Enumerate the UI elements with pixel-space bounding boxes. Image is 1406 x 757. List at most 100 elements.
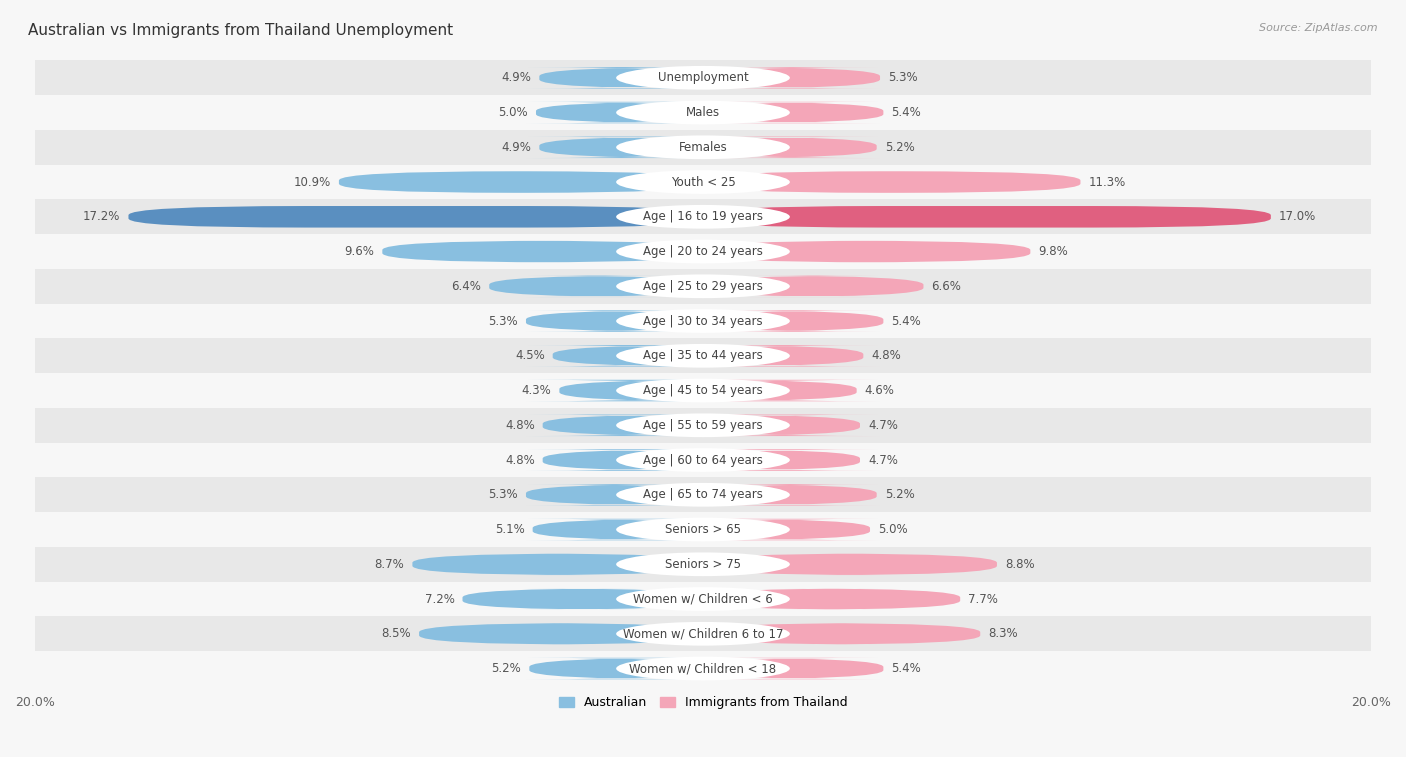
FancyBboxPatch shape xyxy=(526,310,703,332)
FancyBboxPatch shape xyxy=(703,101,883,123)
Bar xyxy=(35,443,1371,478)
Text: 7.7%: 7.7% xyxy=(969,593,998,606)
Text: 4.5%: 4.5% xyxy=(515,349,544,363)
Text: 8.8%: 8.8% xyxy=(1005,558,1035,571)
Text: 5.4%: 5.4% xyxy=(891,662,921,675)
Text: Age | 30 to 34 years: Age | 30 to 34 years xyxy=(643,315,763,328)
FancyBboxPatch shape xyxy=(463,588,703,610)
Bar xyxy=(35,512,1371,547)
Bar xyxy=(35,373,1371,408)
Text: 5.2%: 5.2% xyxy=(884,141,914,154)
Text: Males: Males xyxy=(686,106,720,119)
FancyBboxPatch shape xyxy=(527,658,706,679)
FancyBboxPatch shape xyxy=(527,519,709,540)
Text: Women w/ Children < 18: Women w/ Children < 18 xyxy=(630,662,776,675)
Text: 4.7%: 4.7% xyxy=(868,419,898,431)
Text: 6.6%: 6.6% xyxy=(932,280,962,293)
Bar xyxy=(35,478,1371,512)
FancyBboxPatch shape xyxy=(703,276,924,297)
FancyBboxPatch shape xyxy=(412,553,703,575)
Bar xyxy=(35,165,1371,199)
Ellipse shape xyxy=(616,344,790,368)
Text: 10.9%: 10.9% xyxy=(294,176,330,188)
Text: Women w/ Children 6 to 17: Women w/ Children 6 to 17 xyxy=(623,628,783,640)
FancyBboxPatch shape xyxy=(703,171,1080,193)
Text: Age | 60 to 64 years: Age | 60 to 64 years xyxy=(643,453,763,466)
Text: 4.8%: 4.8% xyxy=(505,419,534,431)
Bar xyxy=(35,269,1371,304)
Text: 4.3%: 4.3% xyxy=(522,384,551,397)
FancyBboxPatch shape xyxy=(700,136,879,158)
Text: Seniors > 75: Seniors > 75 xyxy=(665,558,741,571)
FancyBboxPatch shape xyxy=(695,519,879,540)
Text: 5.4%: 5.4% xyxy=(891,315,921,328)
Ellipse shape xyxy=(616,170,790,194)
FancyBboxPatch shape xyxy=(703,206,1271,228)
Text: 9.8%: 9.8% xyxy=(1039,245,1069,258)
Ellipse shape xyxy=(616,518,790,541)
Text: Age | 16 to 19 years: Age | 16 to 19 years xyxy=(643,210,763,223)
FancyBboxPatch shape xyxy=(703,588,960,610)
Bar xyxy=(35,547,1371,581)
Text: Age | 55 to 59 years: Age | 55 to 59 years xyxy=(643,419,763,431)
FancyBboxPatch shape xyxy=(703,658,883,679)
FancyBboxPatch shape xyxy=(128,206,703,228)
Text: 4.8%: 4.8% xyxy=(872,349,901,363)
Text: 4.9%: 4.9% xyxy=(502,141,531,154)
Text: 5.3%: 5.3% xyxy=(488,488,517,501)
FancyBboxPatch shape xyxy=(703,623,980,644)
FancyBboxPatch shape xyxy=(527,345,728,366)
Ellipse shape xyxy=(616,587,790,611)
Text: Unemployment: Unemployment xyxy=(658,71,748,84)
Ellipse shape xyxy=(616,413,790,437)
Bar xyxy=(35,338,1371,373)
Ellipse shape xyxy=(616,378,790,403)
Text: 5.3%: 5.3% xyxy=(488,315,517,328)
Ellipse shape xyxy=(616,622,790,646)
Ellipse shape xyxy=(616,309,790,333)
Bar xyxy=(35,304,1371,338)
Legend: Australian, Immigrants from Thailand: Australian, Immigrants from Thailand xyxy=(554,691,852,714)
Text: 4.8%: 4.8% xyxy=(505,453,534,466)
Text: Women w/ Children < 6: Women w/ Children < 6 xyxy=(633,593,773,606)
Text: Australian vs Immigrants from Thailand Unemployment: Australian vs Immigrants from Thailand U… xyxy=(28,23,453,38)
FancyBboxPatch shape xyxy=(683,415,879,436)
Bar xyxy=(35,95,1371,130)
FancyBboxPatch shape xyxy=(703,310,883,332)
FancyBboxPatch shape xyxy=(703,553,997,575)
FancyBboxPatch shape xyxy=(527,136,716,158)
FancyBboxPatch shape xyxy=(703,67,880,89)
Text: Females: Females xyxy=(679,141,727,154)
Ellipse shape xyxy=(616,101,790,124)
Text: 5.3%: 5.3% xyxy=(889,71,918,84)
Text: Age | 35 to 44 years: Age | 35 to 44 years xyxy=(643,349,763,363)
Bar xyxy=(35,408,1371,443)
Text: Source: ZipAtlas.com: Source: ZipAtlas.com xyxy=(1260,23,1378,33)
Text: 11.3%: 11.3% xyxy=(1088,176,1126,188)
FancyBboxPatch shape xyxy=(527,67,716,89)
FancyBboxPatch shape xyxy=(700,484,879,506)
Text: 5.0%: 5.0% xyxy=(498,106,529,119)
Text: Age | 45 to 54 years: Age | 45 to 54 years xyxy=(643,384,763,397)
FancyBboxPatch shape xyxy=(527,101,711,123)
Bar xyxy=(35,234,1371,269)
Text: 17.2%: 17.2% xyxy=(83,210,121,223)
Text: 4.9%: 4.9% xyxy=(502,71,531,84)
Ellipse shape xyxy=(616,483,790,506)
FancyBboxPatch shape xyxy=(703,241,1031,263)
Text: 5.2%: 5.2% xyxy=(884,488,914,501)
Text: Age | 65 to 74 years: Age | 65 to 74 years xyxy=(643,488,763,501)
Bar xyxy=(35,581,1371,616)
Text: 8.3%: 8.3% xyxy=(988,628,1018,640)
Text: 5.1%: 5.1% xyxy=(495,523,524,536)
Bar xyxy=(35,199,1371,234)
Bar xyxy=(35,61,1371,95)
Ellipse shape xyxy=(616,553,790,576)
Text: 5.0%: 5.0% xyxy=(877,523,908,536)
Text: 8.7%: 8.7% xyxy=(374,558,405,571)
Ellipse shape xyxy=(616,205,790,229)
FancyBboxPatch shape xyxy=(339,171,703,193)
FancyBboxPatch shape xyxy=(681,380,879,401)
FancyBboxPatch shape xyxy=(382,241,703,263)
Text: 5.2%: 5.2% xyxy=(492,662,522,675)
